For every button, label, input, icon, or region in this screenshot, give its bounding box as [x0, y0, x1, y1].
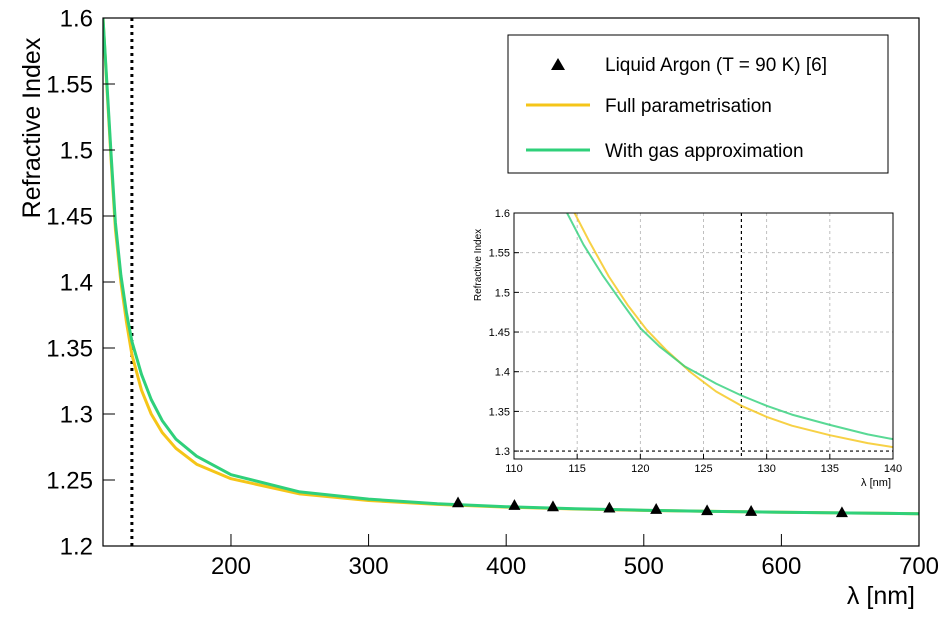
inset-y-axis-label: Refractive Index [473, 229, 484, 301]
y-tick-label: 1.35 [46, 336, 93, 363]
data-point-liquid-argon-t-90-k-6 [650, 503, 663, 514]
inset-y-tick-label: 1.5 [495, 287, 510, 299]
x-tick-label: 200 [211, 553, 251, 580]
legend-label-full-parametrisation: Full parametrisation [605, 96, 772, 117]
data-point-liquid-argon-t-90-k-6 [452, 496, 465, 508]
x-tick-label: 400 [486, 553, 526, 580]
x-tick-label: 300 [349, 553, 389, 580]
inset-x-axis-label: λ [nm] [861, 477, 891, 489]
y-tick-label: 1.45 [46, 204, 93, 231]
x-tick-label: 500 [624, 553, 664, 580]
inset-plot: 110 115 120 125 130 135 140 1.3 1.35 1.4 1.45 1.5 1.… [489, 208, 903, 475]
y-axis-label: Refractive Index [18, 37, 46, 218]
data-point-liquid-argon-t-90-k-6 [745, 505, 758, 516]
inset-x-tick-label: 120 [631, 463, 649, 475]
data-point-liquid-argon-t-90-k-6 [835, 506, 848, 518]
inset-y-tick-label: 1.3 [495, 446, 510, 458]
inset-y-tick-label: 1.55 [489, 248, 510, 260]
y-tick-label: 1.6 [60, 6, 93, 33]
inset-series-line-with-gas-approximation [566, 213, 893, 441]
inset-x-tick-label: 135 [821, 463, 839, 475]
data-point-liquid-argon-t-90-k-6 [508, 499, 521, 510]
inset-x-tick-label: 110 [505, 463, 523, 475]
inset-y-tick-label: 1.45 [489, 327, 510, 339]
x-tick-label: 600 [761, 553, 801, 580]
inset-y-tick-label: 1.35 [489, 406, 510, 418]
inset-series-line-full-parametrisation [573, 213, 893, 449]
x-axis-label: λ [nm] [847, 582, 915, 610]
y-tick-label: 1.55 [46, 72, 93, 99]
inset-y-tick-label: 1.6 [495, 208, 510, 220]
inset-x-tick-label: 115 [568, 463, 586, 475]
inset-x-tick-label: 140 [884, 463, 902, 475]
data-point-liquid-argon-t-90-k-6 [701, 504, 714, 516]
data-point-liquid-argon-t-90-k-6 [546, 500, 559, 512]
legend-marker-triangle [551, 58, 565, 70]
inset-y-tick-label: 1.4 [495, 367, 510, 379]
series-line-with-gas-approximation [103, 18, 919, 516]
legend-label-gas-approximation: With gas approximation [605, 141, 804, 162]
y-tick-label: 1.2 [60, 534, 93, 561]
y-tick-label: 1.5 [60, 138, 93, 165]
inset-x-tick-label: 130 [757, 463, 775, 475]
data-point-liquid-argon-t-90-k-6 [603, 501, 616, 513]
y-tick-label: 1.25 [46, 468, 93, 495]
x-tick-label: 700 [899, 553, 939, 580]
y-tick-label: 1.3 [60, 402, 93, 429]
legend-label-liquid-argon: Liquid Argon (T = 90 K) [6] [605, 55, 827, 76]
legend: Liquid Argon (T = 90 K) [6] Full paramet… [507, 34, 889, 174]
inset-x-tick-label: 125 [694, 463, 712, 475]
y-tick-label: 1.4 [60, 270, 93, 297]
